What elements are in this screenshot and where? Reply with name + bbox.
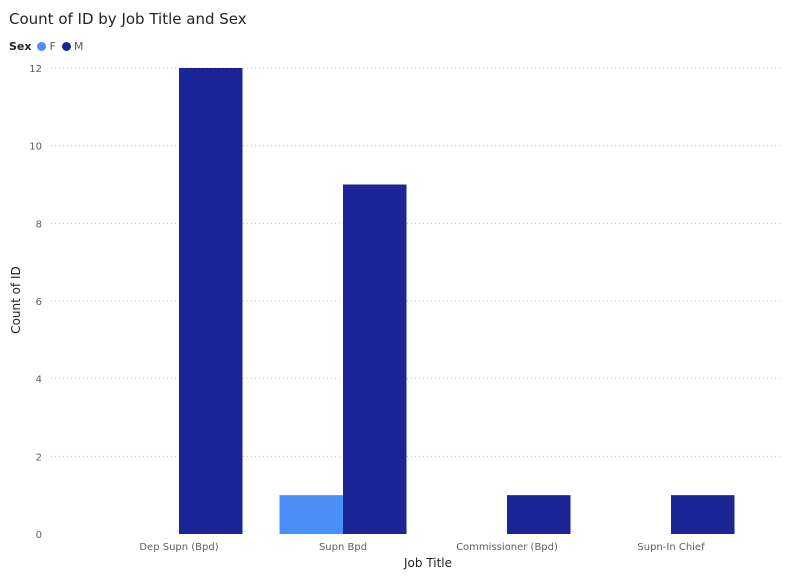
y-tick-label-0: 0 [36, 530, 42, 541]
legend-item-m[interactable]: M [61, 39, 84, 53]
gridlines [51, 67, 783, 457]
x-tick-label-1: Supn Bpd [319, 542, 367, 553]
legend: Sex F M [9, 38, 89, 54]
x-tick-label-2: Commissioner (Bpd) [456, 542, 558, 553]
chart-title: Count of ID by Job Title and Sex [9, 10, 247, 28]
y-axis-title: Count of ID [9, 266, 23, 334]
y-tick-label-12: 12 [29, 64, 42, 75]
legend-marker-m [61, 41, 71, 51]
x-tick-label-3: Supn-In Chief [637, 542, 705, 553]
x-tick-label-0: Dep Supn (Bpd) [139, 542, 218, 553]
legend-marker-f [37, 41, 47, 51]
legend-label-f: F [49, 39, 56, 53]
x-axis-title: Job Title [403, 556, 452, 570]
bar-m-0[interactable] [179, 68, 243, 534]
bar-m-1[interactable] [343, 184, 407, 535]
y-tick-label-6: 6 [36, 297, 42, 308]
x-axis-ticks: Dep Supn (Bpd) Supn Bpd Commissioner (Bpd)… [139, 542, 705, 553]
y-tick-label-10: 10 [29, 142, 42, 153]
y-tick-label-8: 8 [36, 219, 42, 230]
legend-item-f[interactable]: F [37, 39, 56, 53]
bars [179, 68, 735, 534]
bar-m-2[interactable] [507, 495, 571, 534]
bar-m-3[interactable] [671, 495, 735, 534]
y-tick-label-4: 4 [36, 375, 42, 386]
y-tick-label-2: 2 [36, 452, 42, 463]
legend-label-m: M [73, 39, 84, 53]
y-axis-ticks: 0 2 4 6 8 10 12 [29, 64, 42, 541]
legend-title: Sex [9, 39, 32, 53]
bar-f-1[interactable] [279, 495, 344, 534]
